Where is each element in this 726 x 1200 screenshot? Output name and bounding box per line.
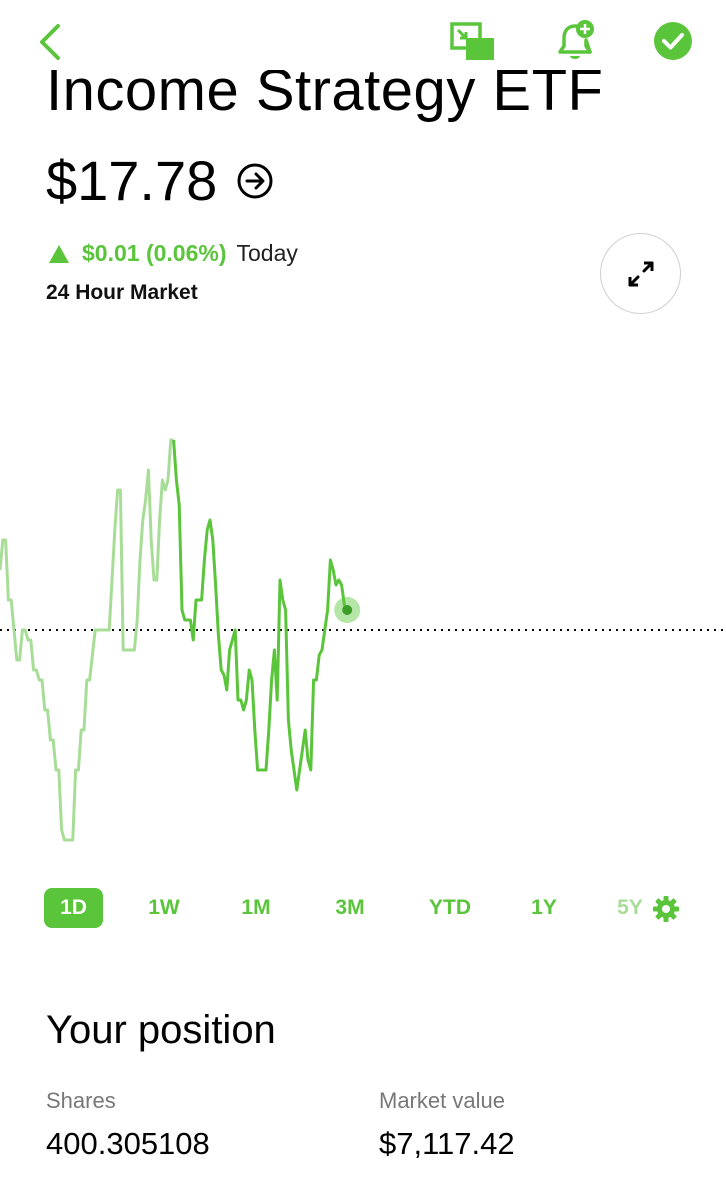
range-5y[interactable]: 5Y [617,896,643,919]
range-ytd[interactable]: YTD [429,896,471,919]
price-row: $17.78 [46,146,275,216]
shares-value: 400.305108 [46,1126,210,1161]
price-alert-button[interactable] [550,16,600,66]
picture-in-picture-button[interactable] [446,18,500,66]
current-price: $17.78 [46,149,218,212]
expand-arrows-icon [628,261,653,286]
range-1d[interactable]: 1D [44,888,103,928]
price-chart[interactable] [0,340,726,880]
chart-current-point [342,605,353,615]
price-change-row: $0.01 (0.06%) Today [48,240,298,267]
gear-icon[interactable] [652,895,680,923]
picture-in-picture-icon [450,22,494,60]
arrow-right-circle-icon[interactable] [235,161,275,201]
page-title: Income Strategy ETF [46,70,604,122]
market-value-label: Market value [379,1088,505,1113]
top-bar [0,0,726,80]
chevron-left-icon [40,24,60,60]
time-range-selector: 1D 1W 1M 3M YTD 1Y 5Y [0,888,726,930]
market-value-value: $7,117.42 [379,1126,515,1161]
market-session-label: 24 Hour Market [46,281,198,304]
shares-label: Shares [46,1088,116,1113]
check-circle-icon [654,22,692,60]
price-change: $0.01 (0.06%) [82,240,227,266]
back-button[interactable] [30,20,74,64]
range-3m[interactable]: 3M [335,896,365,919]
chart-line-regular-hours [172,439,349,792]
triangle-up-icon [49,244,69,263]
range-1w[interactable]: 1W [148,896,180,919]
bell-plus-icon [558,20,594,59]
change-period: Today [236,240,298,266]
position-section-title: Your position [46,1008,276,1052]
watchlist-button[interactable] [652,20,694,62]
range-1m[interactable]: 1M [241,896,271,919]
chart-line-extended-hours [0,438,174,842]
range-1y[interactable]: 1Y [531,896,557,919]
expand-chart-button[interactable] [600,233,681,314]
